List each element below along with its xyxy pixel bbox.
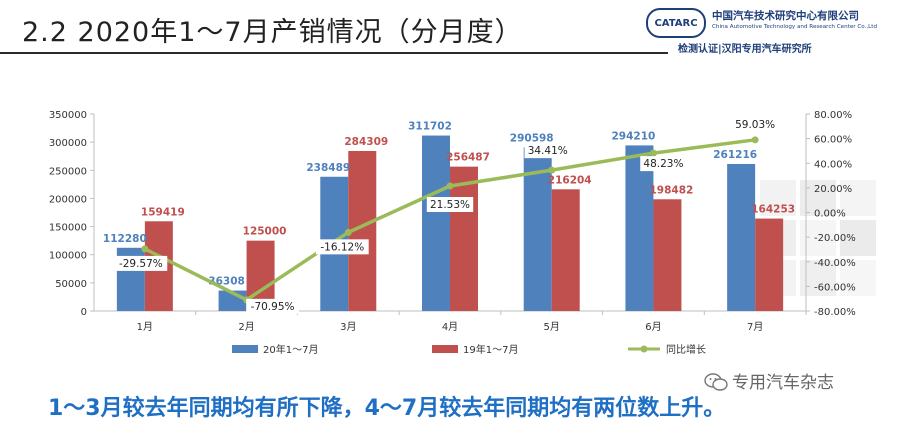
left-axis-tick-label: 150000	[49, 223, 87, 234]
right-axis-tick-label: 20.00%	[814, 184, 852, 195]
growth-rate-label-bg	[524, 143, 571, 159]
x-axis-tick-label: 1月	[137, 321, 153, 333]
growth-rate-label-bg	[114, 255, 168, 271]
growth-rate-point	[141, 245, 149, 253]
right-axis-tick-label: 0.00%	[814, 209, 846, 220]
right-axis-tick-label: -80.00%	[814, 307, 856, 318]
left-axis-tick-label: 50000	[55, 279, 87, 290]
left-axis-tick-label: 100000	[49, 251, 87, 262]
x-axis-tick-label: 4月	[442, 321, 458, 333]
left-axis-tick-label: 350000	[49, 110, 87, 121]
bar-2019-data-label: 198482	[650, 184, 694, 196]
bar-2020	[727, 163, 756, 311]
growth-rate-point	[649, 149, 657, 157]
bar-2019	[653, 199, 682, 311]
growth-rate-label-bg	[731, 116, 779, 132]
watermark-text: 专用汽车杂志	[732, 373, 834, 393]
growth-rate-label-bg	[640, 156, 687, 172]
legend-marker-growth	[640, 345, 648, 353]
bar-2020-data-label: 311702	[408, 121, 452, 133]
bar-2020	[625, 145, 654, 311]
growth-rate-data-label: 34.41%	[528, 145, 568, 157]
legend-swatch-2020	[232, 345, 258, 353]
growth-rate-data-label: -29.57%	[119, 258, 163, 270]
right-axis-tick-label: 60.00%	[814, 135, 852, 146]
right-axis-tick-label: 80.00%	[814, 110, 852, 121]
x-axis-tick-label: 6月	[645, 321, 661, 333]
growth-rate-point	[446, 182, 454, 190]
growth-rate-point	[344, 228, 352, 236]
legend-swatch-2019	[432, 345, 458, 353]
right-axis-tick-label: -40.00%	[814, 258, 856, 269]
right-axis-tick-label: -20.00%	[814, 233, 856, 244]
growth-rate-label-bg	[426, 196, 474, 212]
legend-label-growth: 同比增长	[666, 343, 706, 356]
wechat-watermark: 专用汽车杂志	[704, 368, 834, 393]
left-axis-tick-label: 0	[81, 307, 87, 318]
left-axis-tick-label: 300000	[49, 138, 87, 149]
title-divider	[0, 52, 668, 54]
bar-2019-data-label: 256487	[446, 152, 490, 164]
catarc-logo-badge: CATARC	[646, 8, 706, 38]
growth-rate-label-bg	[315, 239, 369, 255]
right-axis-tick-label: 40.00%	[814, 159, 852, 170]
x-axis-tick-label: 5月	[544, 321, 560, 333]
bar-2019	[755, 218, 784, 311]
company-logo: CATARC 中国汽车技术研究中心有限公司 China Automotive T…	[646, 4, 892, 55]
bar-2019-data-label: 159419	[141, 206, 185, 218]
bar-2019-data-label: 125000	[243, 226, 287, 238]
bar-2020-data-label: 294210	[612, 130, 656, 142]
growth-rate-data-label: -70.95%	[251, 301, 295, 313]
conclusion-text: 1～3月较去年同期均有所下降，4～7月较去年同期均有两位数上升。	[48, 396, 726, 421]
growth-rate-data-label: 48.23%	[643, 158, 683, 170]
bar-2020-data-label: 112280	[103, 233, 147, 245]
bar-2020-data-label: 290598	[510, 132, 554, 144]
x-axis-tick-label: 7月	[747, 321, 763, 333]
company-name-cn: 中国汽车技术研究中心有限公司	[712, 10, 859, 22]
growth-rate-point	[548, 166, 556, 174]
bar-2020-data-label: 261216	[713, 149, 757, 161]
legend-label-2020: 20年1～7月	[263, 343, 318, 356]
left-axis-tick-label: 200000	[49, 194, 87, 205]
growth-rate-data-label: 21.53%	[430, 199, 470, 211]
legend-label-2019: 19年1～7月	[463, 343, 518, 356]
bar-2019-data-label: 284309	[344, 136, 388, 148]
right-axis-tick-label: -60.00%	[814, 282, 856, 293]
x-axis-tick-label: 2月	[238, 321, 254, 333]
growth-rate-data-label: -16.12%	[320, 241, 364, 253]
page-title: 2.2 2020年1～7月产销情况（分月度）	[22, 17, 523, 48]
bar-2019-data-label: 216204	[548, 174, 592, 186]
left-axis-tick-label: 250000	[49, 166, 87, 177]
bar-2020	[422, 135, 450, 311]
wechat-icon	[704, 373, 728, 391]
growth-rate-label-bg	[246, 298, 299, 314]
growth-rate-point	[751, 136, 759, 144]
bar-2019	[450, 166, 478, 311]
institute-subtitle: 检测认证|汉阳专用汽车研究所	[678, 44, 812, 55]
bar-2019	[551, 189, 580, 311]
growth-rate-data-label: 59.03%	[735, 119, 775, 131]
bar-2020-data-label: 238489	[306, 162, 350, 174]
x-axis-tick-label: 3月	[340, 321, 356, 333]
company-name-en: China Automotive Technology and Research…	[712, 24, 877, 30]
bar-2019-data-label: 164253	[751, 204, 795, 216]
